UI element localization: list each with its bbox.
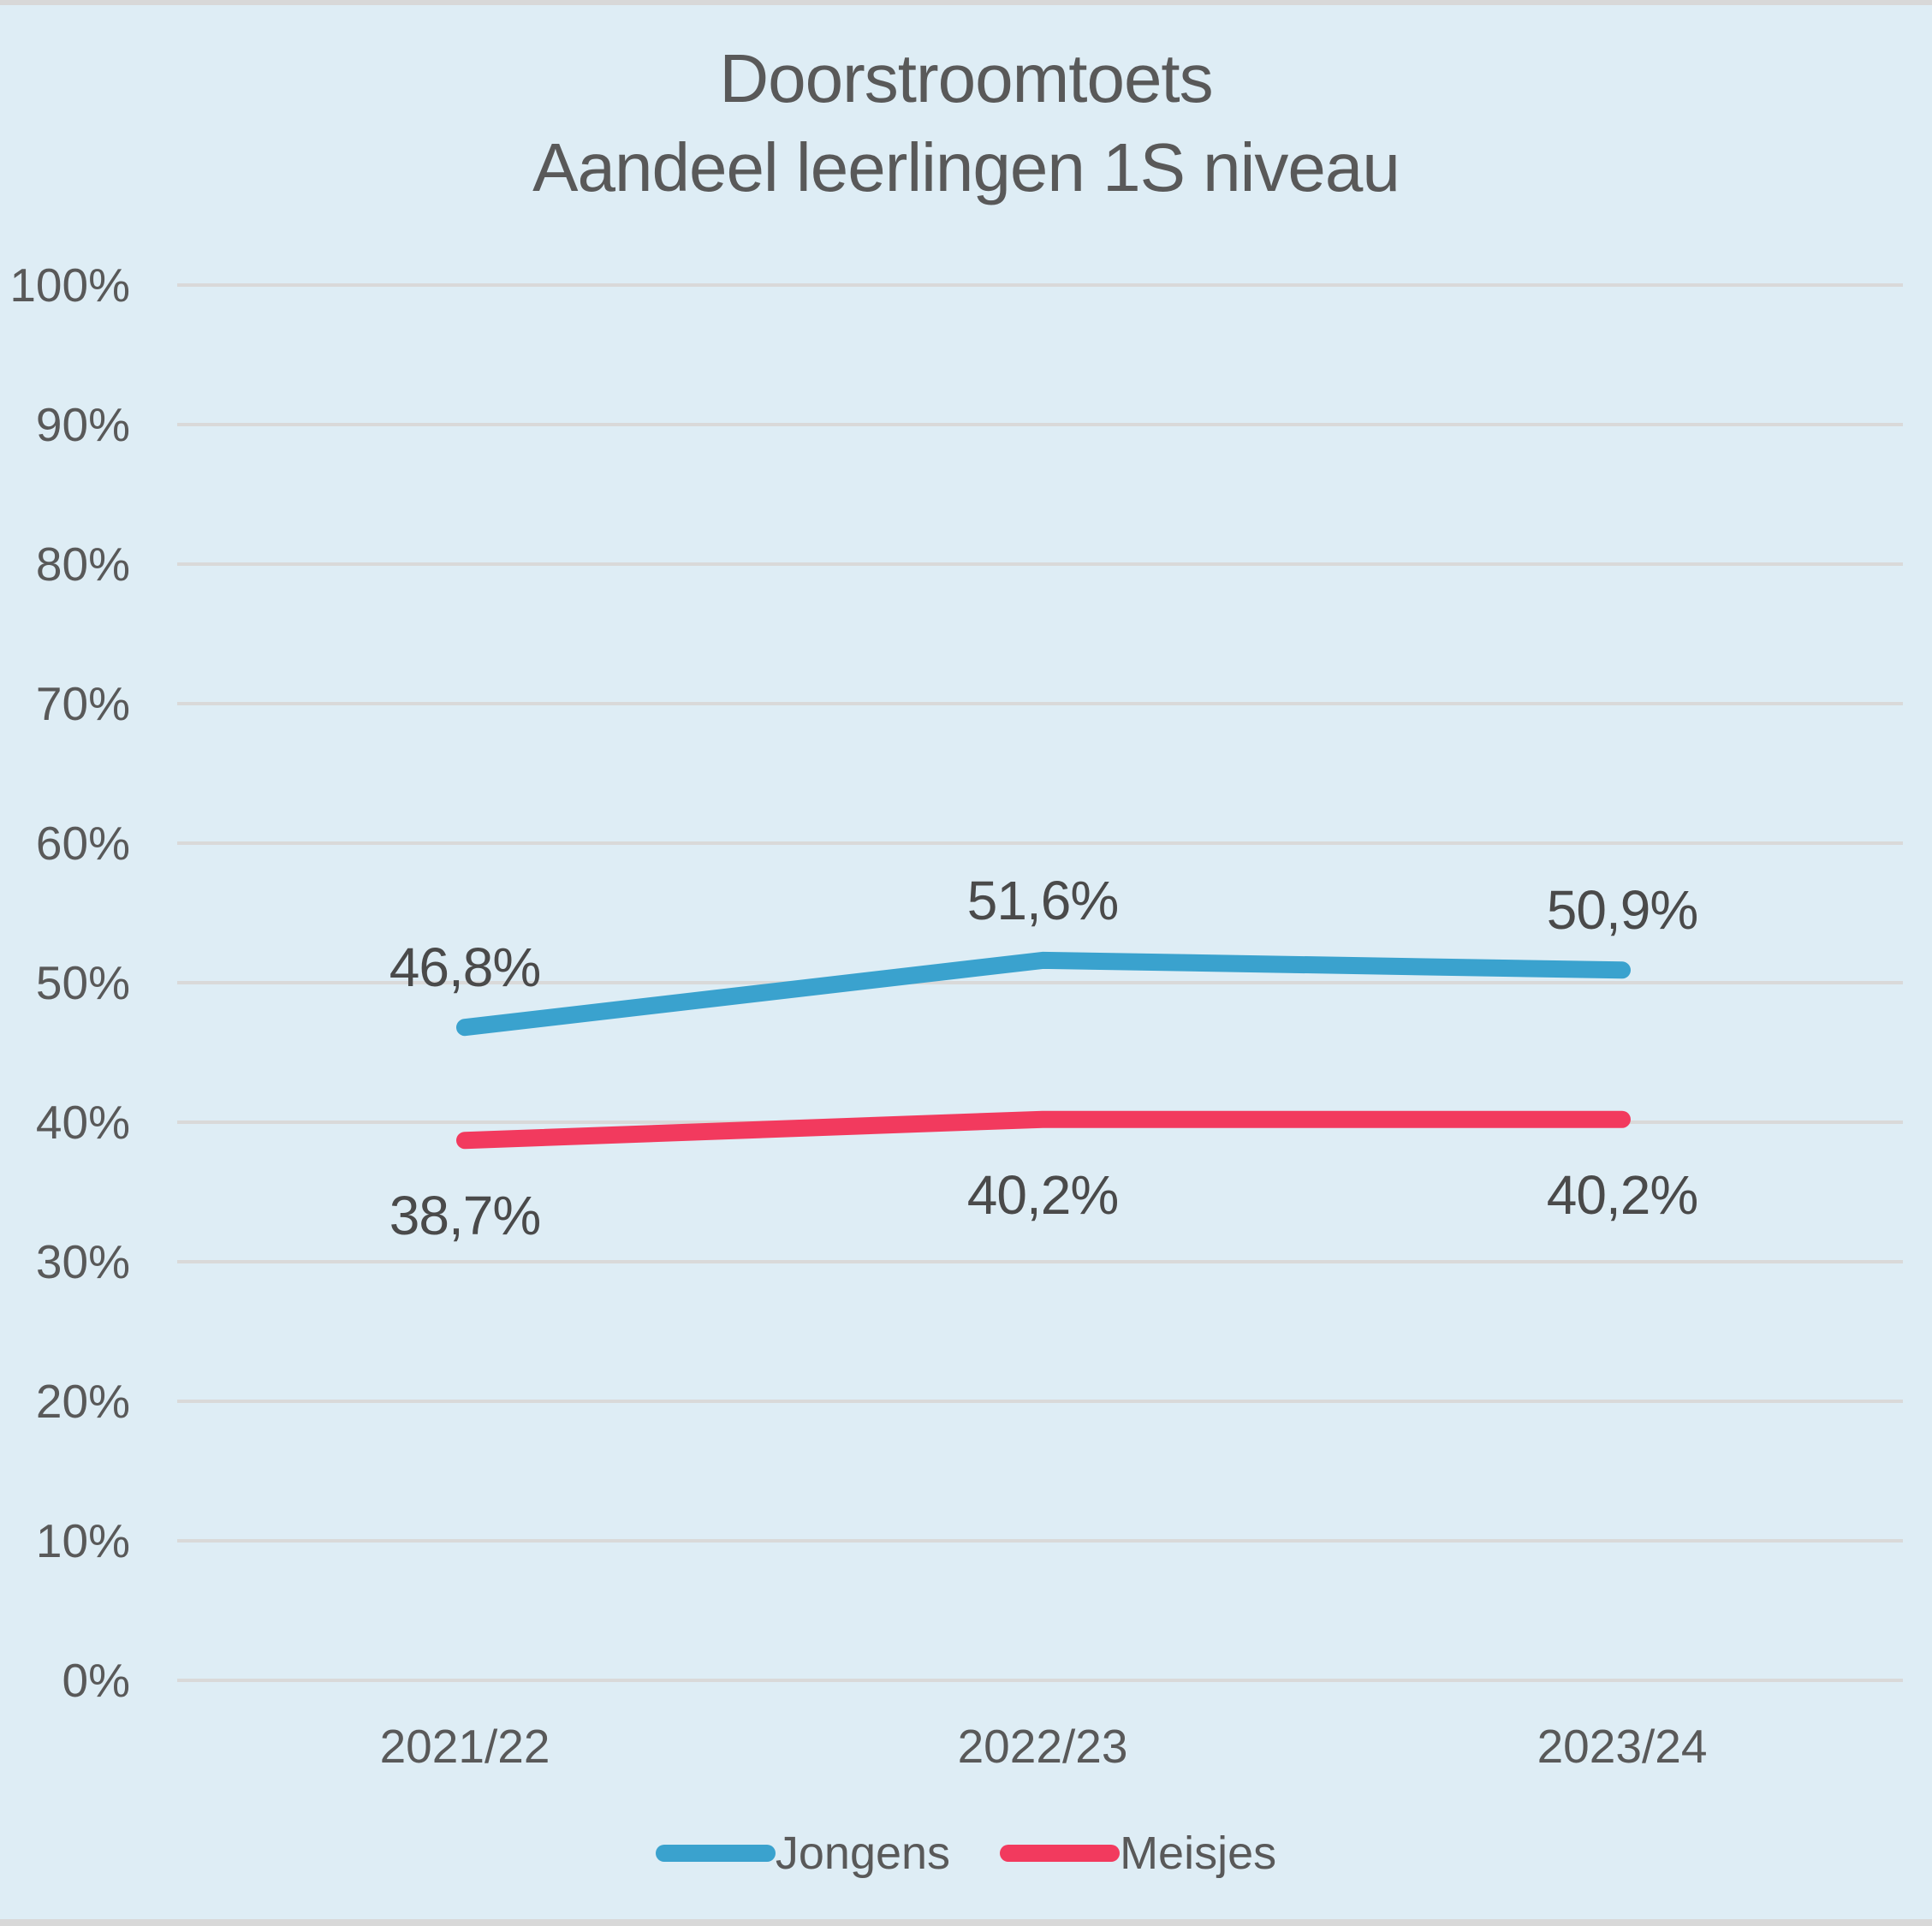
gridline	[177, 562, 1903, 566]
chart-title-line1: Doorstroomtoets	[719, 40, 1213, 116]
gridline	[177, 1400, 1903, 1403]
chart-title-line2: Aandeel leerlingen 1S niveau	[532, 129, 1400, 205]
data-label-meisjes-0: 38,7%	[389, 1185, 541, 1247]
y-tick-label: 20%	[35, 1375, 130, 1428]
y-tick-label: 80%	[35, 538, 130, 591]
y-tick-label: 30%	[35, 1235, 130, 1288]
data-label-jongens-0: 46,8%	[389, 936, 541, 999]
gridline	[177, 841, 1903, 845]
gridline	[177, 702, 1903, 705]
legend-item-jongens: Jongens	[655, 1828, 951, 1879]
series-line-jongens	[456, 951, 1631, 1037]
y-tick-label: 70%	[35, 677, 130, 730]
gridline	[177, 981, 1903, 984]
legend-label-meisjes: Meisjes	[1120, 1828, 1277, 1879]
top-edge-strip	[0, 0, 1932, 5]
y-tick-label: 10%	[35, 1514, 130, 1567]
legend-swatch-jongens	[655, 1845, 776, 1862]
data-label-meisjes-1: 40,2%	[966, 1163, 1119, 1226]
y-tick-label: 0%	[62, 1654, 131, 1707]
gridline	[177, 1260, 1903, 1263]
legend: Jongens Meisjes	[0, 1828, 1932, 1878]
chart-title: Doorstroomtoets Aandeel leerlingen 1S ni…	[0, 34, 1932, 212]
y-tick-label: 60%	[35, 817, 130, 870]
gridline	[177, 1679, 1903, 1682]
data-label-meisjes-2: 40,2%	[1546, 1163, 1698, 1226]
y-tick-label: 90%	[35, 398, 130, 451]
legend-item-meisjes: Meisjes	[1000, 1828, 1276, 1878]
gridline	[177, 283, 1903, 287]
y-tick-label: 40%	[35, 1096, 130, 1149]
series-line-meisjes	[456, 1110, 1631, 1150]
x-tick-label: 2022/23	[957, 1720, 1128, 1773]
legend-label-jongens: Jongens	[775, 1828, 951, 1879]
y-tick-label: 100%	[9, 259, 130, 312]
bottom-edge-strip	[0, 1919, 1932, 1926]
data-label-jongens-2: 50,9%	[1546, 879, 1698, 942]
legend-swatch-meisjes	[1000, 1845, 1121, 1862]
gridline	[177, 1539, 1903, 1543]
x-tick-label: 2023/24	[1537, 1720, 1708, 1773]
data-label-jongens-1: 51,6%	[966, 869, 1119, 931]
x-tick-label: 2021/22	[379, 1720, 550, 1773]
gridline	[177, 423, 1903, 426]
y-tick-label: 50%	[35, 956, 130, 1009]
